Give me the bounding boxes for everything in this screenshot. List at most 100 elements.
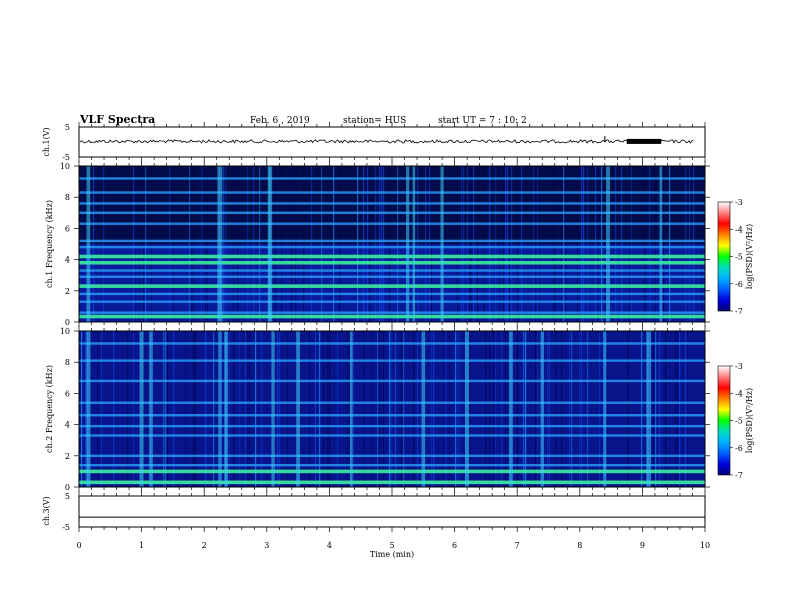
spectrogram-speckle [151,166,153,322]
spectrogram-band [79,342,705,345]
colorbar-gradient [717,365,731,476]
y-tick-label: 10 [60,162,70,171]
spectrogram-speckle [311,166,313,322]
ch2-spectrogram-panel: ch.2 Frequency (kHz) [45,330,706,488]
spectrogram-speckle [505,331,507,487]
spectrogram-speckle [595,166,597,322]
spectrogram-band [79,454,705,457]
x-tick-label: 5 [389,541,394,550]
spectrogram-speckle [279,331,281,487]
spectrogram-speckle [397,166,399,322]
spectrogram-speckle [665,331,667,487]
spectrogram-speckle [349,331,351,487]
spectrogram-speckle [247,166,249,322]
x-tick-label: 6 [452,541,457,550]
x-tick-label: 2 [202,541,207,550]
spectrogram-speckle [223,166,225,322]
spectrogram-event [660,166,663,322]
spectrogram-speckle [193,331,195,487]
spectrogram-speckle [569,331,571,487]
spectrogram-speckle [587,331,589,487]
spectrogram-speckle [463,166,465,322]
header-date: Feb. 6 , 2019 [250,116,310,126]
axis-ticks [78,122,706,532]
spectrogram-speckle [191,166,193,322]
spectrogram-event [139,331,144,487]
spectrogram-speckle [517,166,519,322]
spectrogram-speckle [165,331,167,487]
spectrogram-speckle [415,166,417,322]
spectrogram-speckle [389,166,391,322]
spectrogram-speckle [599,331,601,487]
spectrogram-band [79,211,705,214]
x-tick-label: 3 [264,541,269,550]
colorbar-tick-label: -6 [735,444,743,453]
spectrogram-speckle [113,331,115,487]
colorbar-gradient [717,201,731,312]
spectrogram-speckle [401,331,403,487]
spectrogram-speckle [167,331,169,487]
spectrogram-speckle [577,166,579,322]
spectrogram-speckle [417,331,419,487]
spectrogram-speckle [523,331,525,487]
spectrogram-speckle [547,331,549,487]
spectrogram-speckle [685,331,687,487]
spectrogram-event [412,166,416,322]
spectrogram-speckle [261,331,263,487]
colorbar-tick-label: -5 [735,417,743,426]
spectrogram-band [79,239,705,243]
spectrogram-speckle [693,166,695,322]
colorbars: -3 -4 -5 -6 -7 log(PSD)(V²/Hz) -3 -4 -5 -6 -7 log(P… [717,198,754,480]
spectrogram-speckle [327,331,329,487]
spectrogram-speckle [247,331,249,487]
spectrogram-speckle [395,331,397,487]
spectrogram-band [79,314,705,319]
spectrogram-speckle [655,166,657,322]
colorbar-tick-label: -5 [735,253,743,262]
spectrogram-speckle [581,331,583,487]
spectrogram-band [79,260,705,265]
spectrogram-speckle [383,166,385,322]
ch3-ytick-top: 5 [65,492,70,501]
spectrogram-speckle [485,331,487,487]
spectrogram-event [149,331,153,487]
x-tick-label: 10 [700,541,710,550]
spectrogram-speckle [685,166,687,322]
spectrogram-speckle [339,166,341,322]
spectrogram-speckle [201,166,203,322]
spectrogram-speckle [555,166,557,322]
spectrogram-speckle [645,166,647,322]
spectrogram-speckle [627,331,629,487]
spectrogram-speckle [669,166,671,322]
ch1-waveform-panel: ch.1(V) 5 -5 [42,123,706,162]
spectrogram-speckle [579,331,581,487]
spectrogram-speckle [309,331,311,487]
spectrogram-speckle [471,166,473,322]
spectrogram-speckle [275,166,277,322]
spectrogram-speckle [469,331,471,487]
spectrogram-speckle [549,331,551,487]
spectrogram-band [79,177,705,180]
spectrogram-speckle [467,166,469,322]
spectrogram-event [218,331,222,487]
spectrogram-speckle [473,166,475,322]
spectrogram-speckle [417,166,419,322]
spectrogram-speckle [213,331,215,487]
spectrogram-speckle [391,331,393,487]
spectrogram-speckle [101,331,103,487]
spectrogram-speckle [207,166,209,322]
ch1-waveform-line [79,139,694,144]
spectrogram-speckle [505,166,507,322]
spectrogram-speckle [239,331,241,487]
spectrogram-speckle [429,166,431,322]
spectrogram-speckle [571,331,573,487]
spectrogram-speckle [163,331,165,487]
colorbar-tick-label: -4 [735,225,743,234]
spectrogram-speckle [553,166,555,322]
spectrogram-event [86,331,91,487]
spectrogram-speckle [233,166,235,322]
spectrogram-band [79,424,705,428]
spectrogram-band [79,480,705,485]
y-tick-label: 6 [65,224,70,233]
